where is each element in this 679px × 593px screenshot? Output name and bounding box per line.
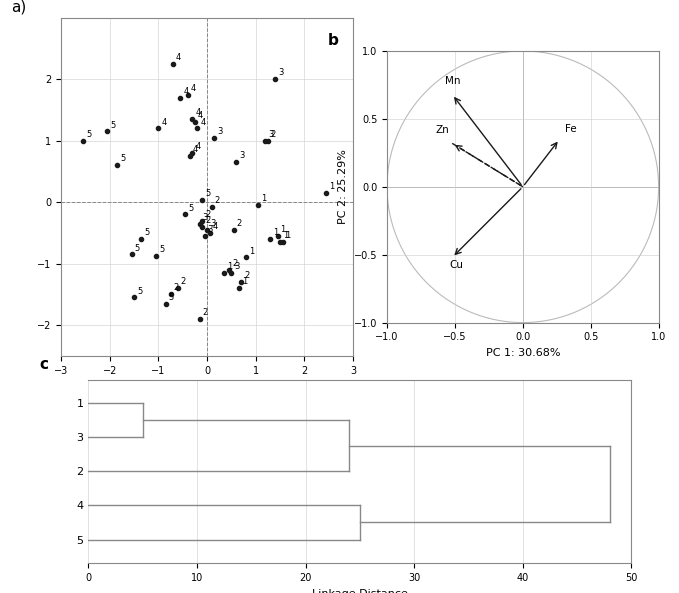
Text: Zn: Zn <box>436 125 449 135</box>
Text: 2: 2 <box>271 130 276 139</box>
Text: 5: 5 <box>137 286 143 295</box>
Text: 3: 3 <box>217 127 223 136</box>
Text: 3: 3 <box>208 225 213 234</box>
Text: 4: 4 <box>162 117 166 126</box>
Text: 4: 4 <box>183 87 189 96</box>
Text: 1: 1 <box>261 195 266 203</box>
Text: 1: 1 <box>280 225 286 234</box>
Text: 1: 1 <box>242 278 247 286</box>
Text: 2: 2 <box>174 283 179 292</box>
Text: 1: 1 <box>283 231 289 240</box>
Text: 1: 1 <box>249 247 254 256</box>
Text: Cu: Cu <box>449 260 464 270</box>
Text: 2: 2 <box>232 259 237 268</box>
Text: 4: 4 <box>200 117 206 126</box>
Text: c: c <box>39 357 48 372</box>
Text: 1: 1 <box>329 182 335 191</box>
Text: 2: 2 <box>205 210 210 219</box>
Text: 3: 3 <box>268 130 274 139</box>
Text: 3: 3 <box>234 262 240 271</box>
Text: 2: 2 <box>203 308 208 317</box>
X-axis label: PC 1: 30.68%: PC 1: 30.68% <box>485 348 560 358</box>
Text: b: b <box>327 33 338 48</box>
Text: 4: 4 <box>196 109 201 117</box>
X-axis label: PC 1: 30.68%: PC 1: 30.68% <box>170 381 244 391</box>
Text: Mn: Mn <box>445 76 461 87</box>
Text: 4: 4 <box>198 111 203 120</box>
Text: 1: 1 <box>285 231 291 240</box>
Text: 4: 4 <box>176 53 181 62</box>
Text: 5: 5 <box>120 154 125 164</box>
Text: 2: 2 <box>215 196 220 205</box>
Text: 2: 2 <box>205 216 210 225</box>
Text: 5: 5 <box>110 120 115 130</box>
Text: Fe: Fe <box>565 124 576 134</box>
Y-axis label: PC 2: 25.29%: PC 2: 25.29% <box>338 149 348 224</box>
Text: 1: 1 <box>227 262 232 271</box>
Text: 3: 3 <box>239 151 244 160</box>
Text: 5: 5 <box>145 228 149 237</box>
Text: 5: 5 <box>86 130 91 139</box>
Text: 5: 5 <box>134 244 140 253</box>
Text: 5: 5 <box>188 203 194 213</box>
Text: 1: 1 <box>273 228 278 237</box>
Text: 3: 3 <box>278 68 284 78</box>
Text: 3: 3 <box>210 219 215 228</box>
Text: a): a) <box>11 0 26 14</box>
Text: 5: 5 <box>205 190 210 199</box>
Text: 5: 5 <box>168 293 174 302</box>
X-axis label: Linkage Distance: Linkage Distance <box>312 589 408 593</box>
Text: 4: 4 <box>196 142 201 151</box>
Text: 5: 5 <box>159 246 164 254</box>
Text: 4: 4 <box>193 145 198 154</box>
Text: 3: 3 <box>203 213 208 222</box>
Text: 4: 4 <box>213 222 218 231</box>
Text: 2: 2 <box>244 271 249 280</box>
Text: 2: 2 <box>181 278 186 286</box>
Text: 2: 2 <box>237 219 242 228</box>
Text: 4: 4 <box>191 84 196 93</box>
